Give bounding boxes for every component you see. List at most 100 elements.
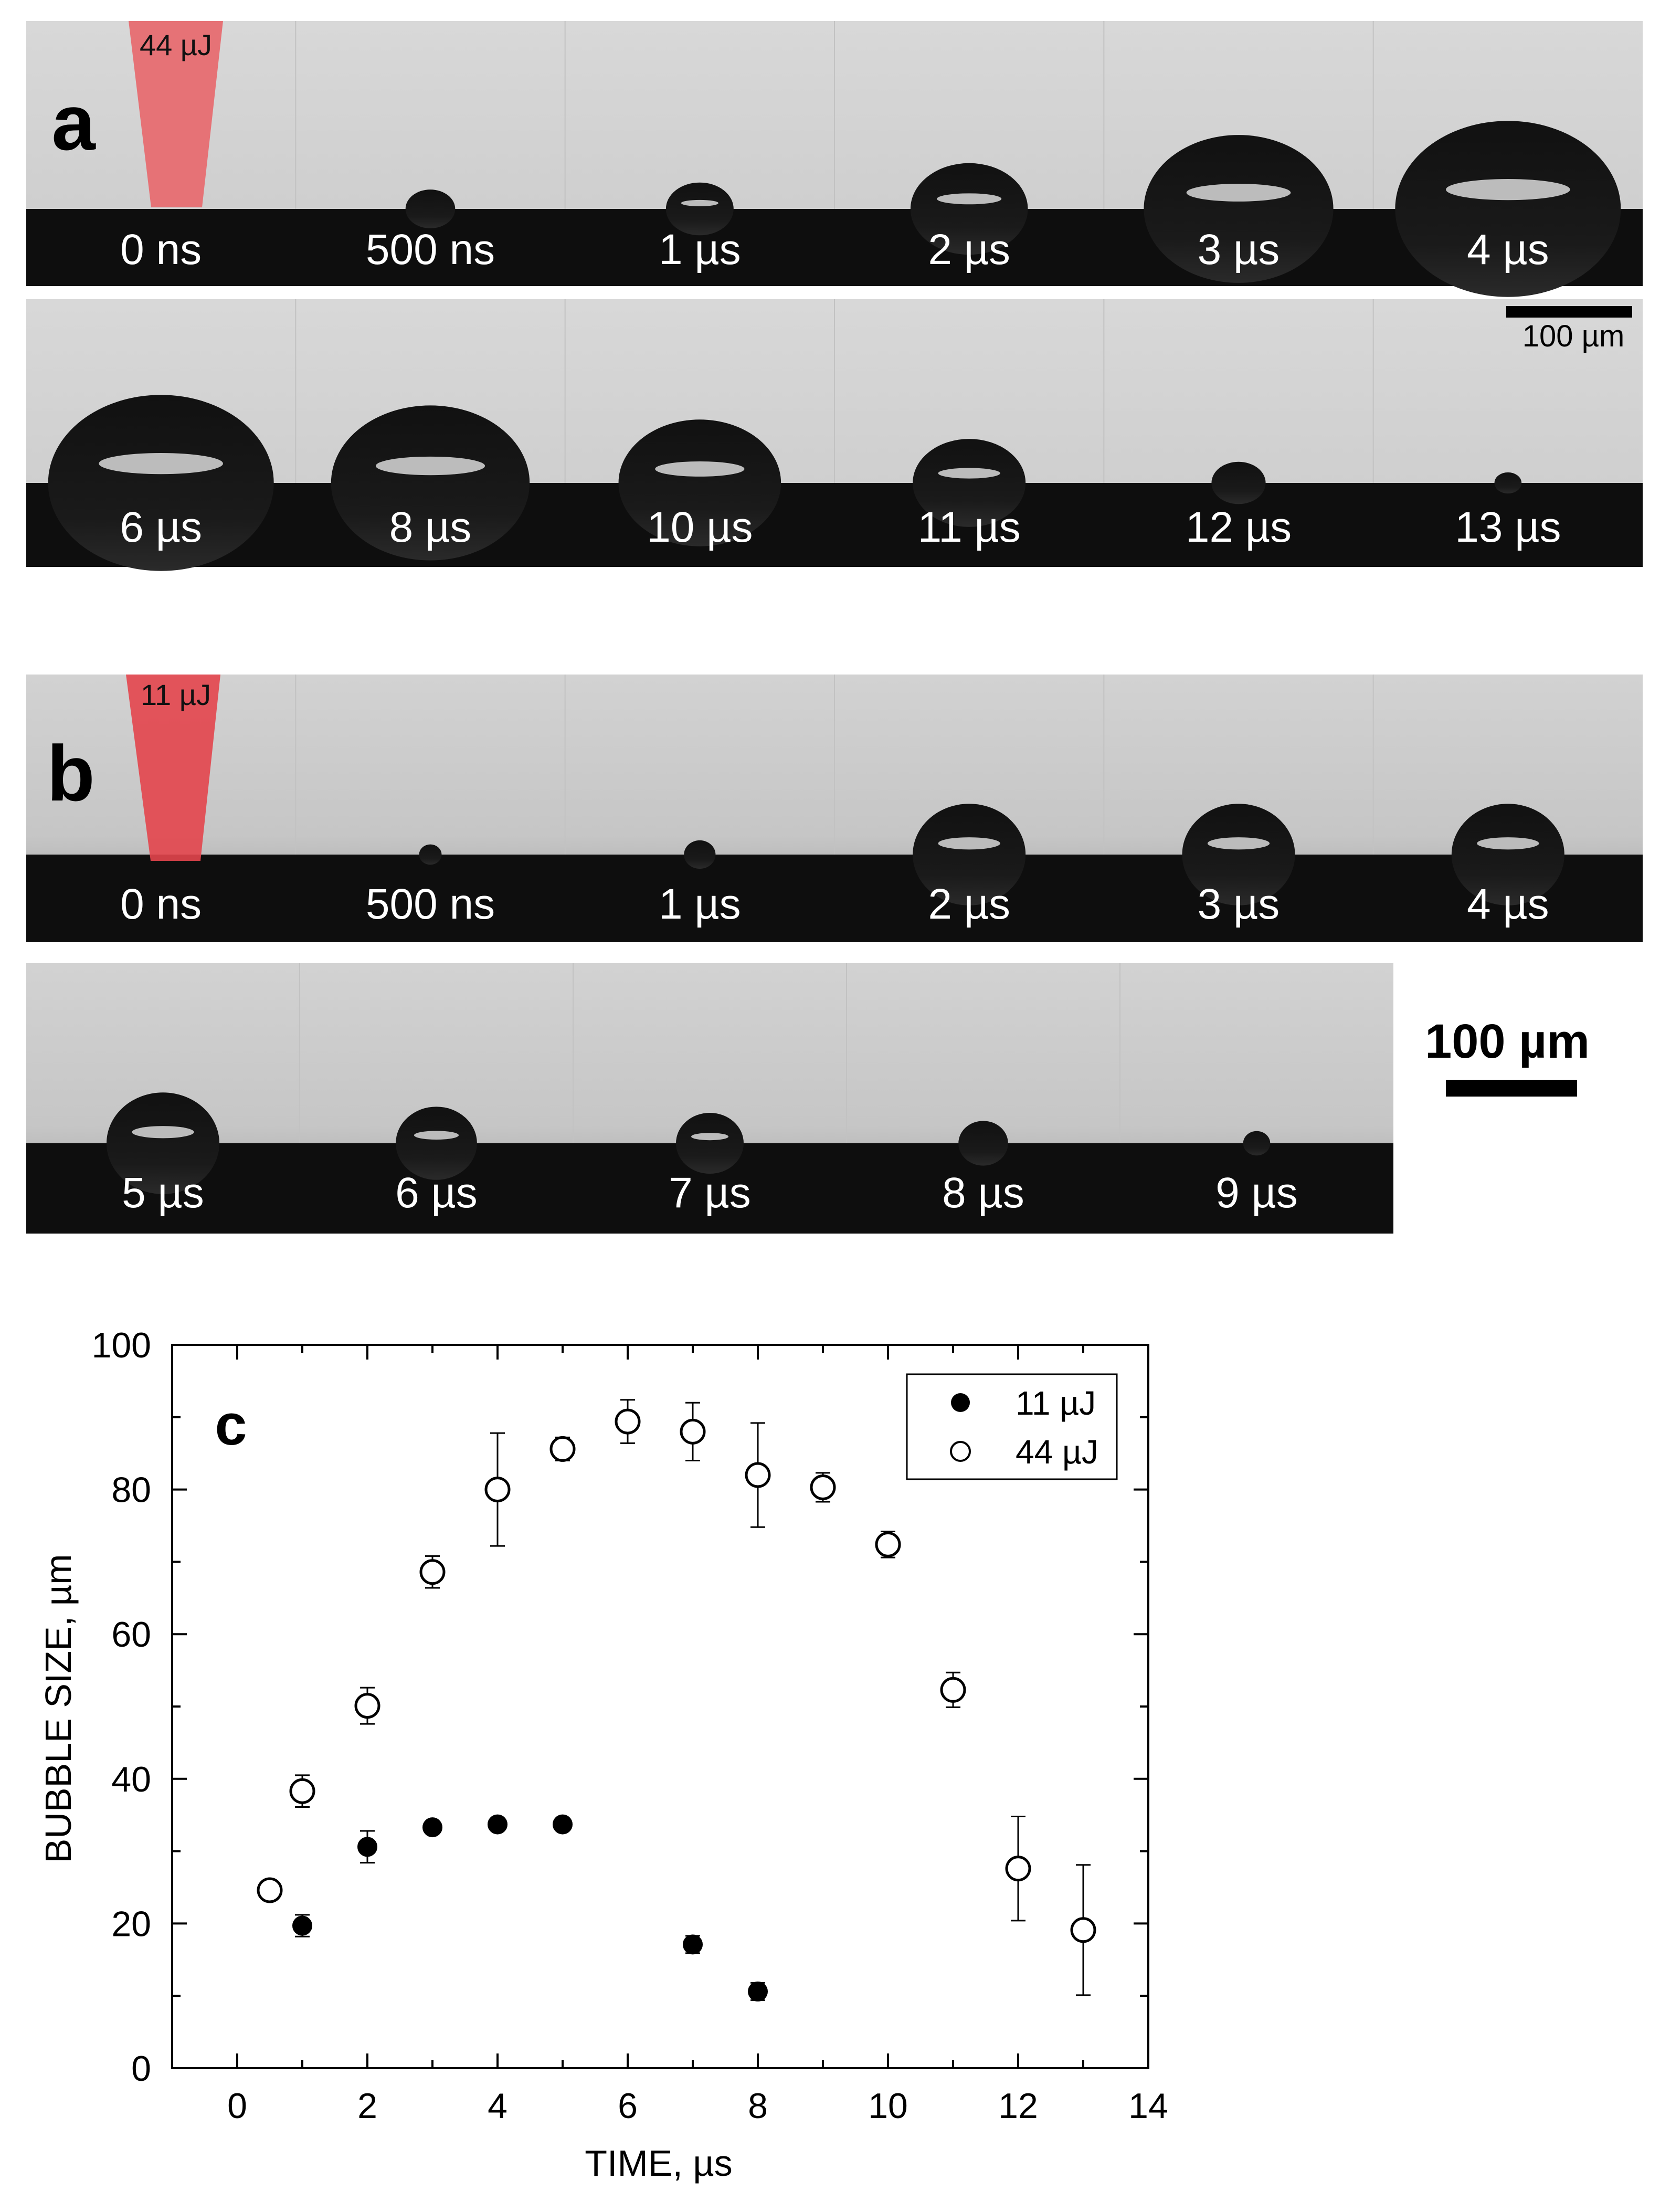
point-44uj <box>549 1436 576 1462</box>
point-11uj <box>488 1814 507 1835</box>
panel-a-row-2-frame-time-label: 8 µs <box>389 503 472 551</box>
panel-b-row-2-frame-time-label: 7 µs <box>669 1169 751 1217</box>
axis-ticks: 0 2 4 6 8 10 12 14 0 20 40 60 80 100 <box>92 1325 1168 2126</box>
panel-a-row-2-bubble <box>913 439 1026 527</box>
panel-b-row-1-frame-time-label: 4 µs <box>1467 880 1549 928</box>
panel-a-row-2-bubble-highlight <box>99 452 223 475</box>
panel-b-row-1-frame-time-label: 0 ns <box>120 880 202 928</box>
panel-a-row-2-bubble <box>1211 461 1266 504</box>
legend: 11 µJ 44 µJ <box>906 1373 1118 1480</box>
panel-a-row-1-frame-time-label: 2 µs <box>928 226 1010 273</box>
panel-b-row-1-bubble <box>419 844 442 865</box>
panel-a-row-2-bubble <box>1494 472 1522 494</box>
panel-b: 0 ns 500 ns 1 µs 2 µs 3 µs 4 µs 5 µs 6 µs 7 µs 8… <box>26 675 1643 1234</box>
panel-a-row-1-bubble <box>665 182 734 236</box>
panel-b-row-1-bubble-highlight <box>938 837 1000 850</box>
panel-a-row-1-frame-time-label: 4 µs <box>1467 226 1549 273</box>
panel-b-row-1-bubble-highlight <box>1477 837 1539 850</box>
y-tick-label: 100 <box>92 1325 151 1365</box>
panel-b-scale-bar-label: 100 µm <box>1425 1015 1590 1068</box>
y-tick-label: 40 <box>111 1760 151 1799</box>
panel-a-row-1-bubble <box>910 163 1028 255</box>
point-44uj <box>419 1559 446 1585</box>
point-44uj <box>484 1477 511 1503</box>
y-tick-label: 80 <box>111 1470 151 1510</box>
panel-b-scale-bar <box>1446 1080 1577 1097</box>
panel-b-energy-label: 11 µJ <box>141 678 211 711</box>
panel-b-row-1-frame-time-label: 500 ns <box>366 880 495 928</box>
panel-b-row-1-bubble <box>1451 804 1564 905</box>
panel-a-row-2-bubble-highlight <box>938 468 1000 479</box>
panel-b-row-2-frame-time-label: 6 µs <box>395 1169 478 1217</box>
panel-a-row-2-frame-time-label: 6 µs <box>120 503 202 551</box>
panel-b-row-1-bubble-highlight <box>1207 837 1270 850</box>
x-tick-label: 8 <box>748 2086 768 2126</box>
x-tick-label: 0 <box>227 2086 247 2126</box>
legend-marker-44uj <box>950 1441 971 1462</box>
panel-a-row-1-bubble-highlight <box>937 193 1002 205</box>
panel-b-row-1-bubble <box>1182 804 1295 905</box>
x-axis-label: TIME, µs <box>585 2143 732 2184</box>
y-axis-label: BUBBLE SIZE, µm <box>38 1554 79 1863</box>
panel-b-letter: b <box>47 729 95 817</box>
panel-a-row-2-frame-time-label: 11 µs <box>918 503 1021 551</box>
panel-a-row-1-bubble-highlight <box>681 199 718 206</box>
panel-c-chart: 0 2 4 6 8 10 12 14 0 20 40 60 80 100 c TIME, µs BUBBL… <box>38 1325 1168 2184</box>
panel-a-row-2-frame-time-label: 13 µs <box>1455 503 1561 551</box>
x-tick-label: 14 <box>1128 2086 1168 2126</box>
panel-b-row-2-bubble <box>676 1112 744 1174</box>
laser-beam-icon <box>126 675 220 861</box>
panel-a-letter: a <box>51 78 96 166</box>
point-44uj <box>289 1778 315 1804</box>
point-44uj <box>257 1877 283 1903</box>
panel-a-row-1-bubble <box>1395 121 1621 297</box>
y-tick-label: 0 <box>131 2049 151 2089</box>
legend-marker-11uj <box>951 1393 970 1412</box>
panel-a-row-1-bubble-highlight <box>1186 184 1291 202</box>
point-44uj <box>1070 1917 1096 1943</box>
panel-b-row-1-ground <box>26 855 1643 942</box>
x-tick-label: 10 <box>868 2086 908 2126</box>
point-44uj <box>940 1677 966 1703</box>
panel-a-row-1-frame-time-label: 0 ns <box>120 226 202 273</box>
legend-label-44uj: 44 µJ <box>1016 1433 1098 1471</box>
panel-b-row-1-frame-time-label: 1 µs <box>659 880 741 928</box>
panel-b-row-1-frame-time-label: 3 µs <box>1198 880 1280 928</box>
x-tick-label: 12 <box>998 2086 1038 2126</box>
panel-a-row-2-bubble <box>618 419 781 546</box>
panel-a-row-1-ground <box>26 209 1643 286</box>
panel-a: 0 ns 500 ns 1 µs 2 µs 3 µs 4 µs 6 µs 8 µs 10 µs… <box>26 21 1643 571</box>
laser-beam-icon <box>129 21 223 207</box>
x-tick-label: 4 <box>488 2086 507 2126</box>
panel-b-row-2-frame-time-label: 9 µs <box>1215 1169 1298 1217</box>
panel-a-row-2-bubble-highlight <box>655 461 745 477</box>
panel-b-row-2-bubble-highlight <box>414 1131 459 1140</box>
panel-b-row-2-bubble <box>958 1121 1008 1166</box>
point-11uj <box>748 1981 768 2002</box>
panel-a-row-1-frame-time-label: 3 µs <box>1198 226 1280 273</box>
panel-a-energy-label: 44 µJ <box>140 28 212 61</box>
panel-a-row-1-bubble <box>1144 135 1334 283</box>
panel-b-row-2-frame-time-label: 5 µs <box>122 1169 204 1217</box>
panel-b-row-2-bubble <box>1243 1131 1271 1156</box>
panel-c-letter: c <box>215 1393 247 1457</box>
panel-b-row-1-bubble <box>684 840 716 869</box>
panel-a-row-2: 6 µs 8 µs 10 µs 11 µs 12 µs 13 µs <box>26 299 1643 571</box>
x-tick-label: 6 <box>618 2086 638 2126</box>
panel-a-row-2-frame-time-label: 12 µs <box>1186 503 1292 551</box>
point-44uj <box>1005 1856 1031 1882</box>
x-tick-label: 2 <box>357 2086 377 2126</box>
panel-b-row-1-bubble <box>913 804 1026 905</box>
panel-a-row-1-bubble <box>405 189 456 228</box>
panel-b-row-2: 5 µs 6 µs 7 µs 8 µs 9 µs <box>26 963 1393 1234</box>
point-11uj <box>683 1934 703 1955</box>
panel-a-row-2-frame-time-label: 10 µs <box>647 503 753 551</box>
panel-a-row-1-frame-time-label: 1 µs <box>659 226 741 273</box>
panel-b-row-1: 0 ns 500 ns 1 µs 2 µs 3 µs 4 µs <box>26 675 1643 942</box>
point-44uj <box>615 1408 641 1435</box>
panel-a-row-1-bubble-highlight <box>1446 178 1570 201</box>
panel-b-row-2-bubble-highlight <box>691 1133 728 1141</box>
y-tick-label: 20 <box>111 1904 151 1944</box>
point-11uj <box>553 1814 573 1835</box>
